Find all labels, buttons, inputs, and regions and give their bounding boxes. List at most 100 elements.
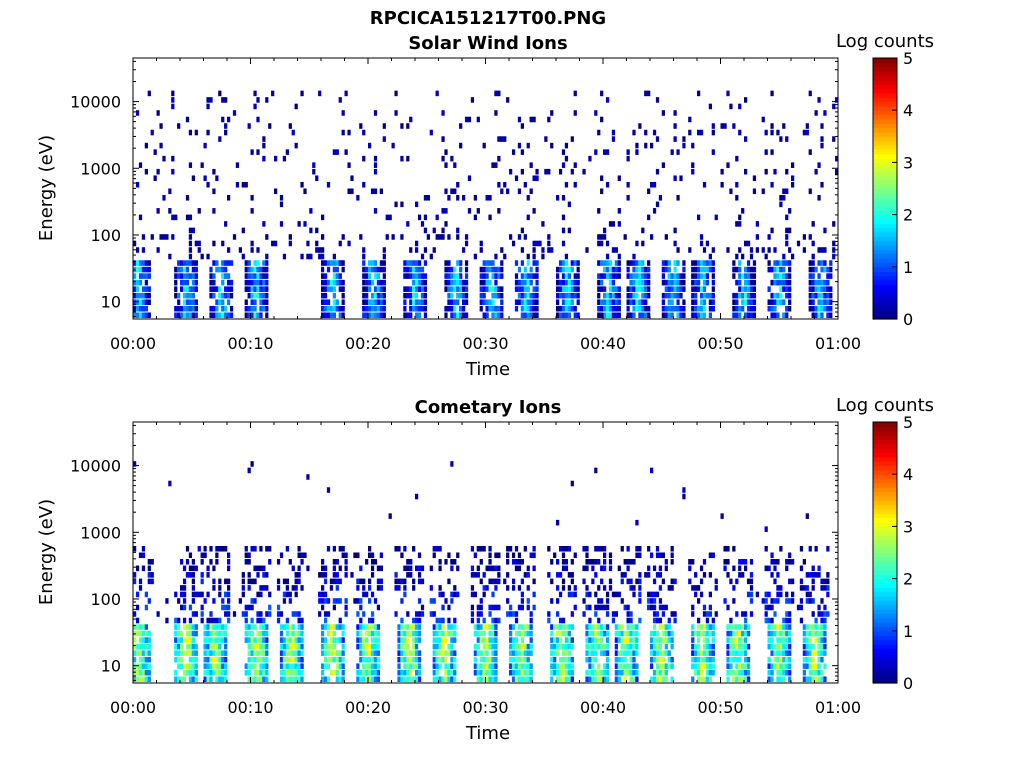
spectrogram-cell — [291, 624, 295, 630]
axis-ticks: 00:00 00:10 00:20 00:30 00:40 00:50 01:0010100… — [70, 58, 861, 353]
spectrogram-cell — [238, 247, 242, 253]
spectrogram-cell — [556, 312, 560, 319]
spectrogram-cell — [694, 650, 698, 656]
spectrogram-cell — [603, 663, 607, 669]
spectrogram-cell — [165, 598, 169, 604]
spectrogram-cell — [652, 598, 657, 604]
spectrogram-cell — [429, 611, 433, 617]
spectrogram-cell — [147, 260, 151, 266]
spectrogram-cell — [605, 611, 610, 617]
spectrogram-cell — [365, 643, 369, 650]
spectrogram-cell — [171, 97, 175, 103]
spectrogram-cell — [746, 624, 751, 630]
spectrogram-cell — [485, 669, 489, 676]
spectrogram-cell — [256, 617, 260, 624]
spectrogram-cell — [591, 630, 595, 637]
spectrogram-cell — [600, 598, 604, 604]
spectrogram-cell — [212, 643, 216, 650]
spectrogram-cell — [215, 650, 219, 656]
spectrogram-cell — [808, 234, 812, 240]
spectrogram-cell — [820, 181, 824, 188]
spectrogram-cell — [503, 578, 507, 585]
spectrogram-cell — [600, 650, 604, 656]
spectrogram-cell — [744, 643, 748, 650]
spectrogram-cell — [182, 598, 187, 604]
colorbar-segment — [873, 469, 897, 475]
spectrogram-cell — [708, 253, 712, 260]
spectrogram-cell — [370, 669, 375, 676]
spectrogram-cell — [212, 260, 216, 266]
spectrogram-cell — [782, 123, 786, 129]
colorbar-segment — [873, 587, 897, 593]
spectrogram-cell — [359, 617, 363, 624]
spectrogram-cell — [321, 643, 325, 650]
spectrogram-cell — [708, 604, 712, 611]
spectrogram-cell — [473, 656, 477, 663]
spectrogram-cell — [185, 624, 190, 630]
y-tick-label: 10 — [101, 657, 121, 676]
spectrogram-cell — [312, 162, 316, 168]
spectrogram-cell — [802, 630, 806, 637]
spectrogram-cell — [441, 208, 445, 214]
spectrogram-cell — [491, 591, 495, 598]
spectrogram-cell — [497, 578, 501, 585]
spectrogram-cell — [444, 656, 448, 663]
spectrogram-cell — [403, 578, 407, 585]
spectrogram-cell — [417, 630, 422, 637]
spectrogram-cell — [770, 630, 774, 637]
spectrogram-cell — [323, 299, 328, 305]
spectrogram-cell — [479, 545, 483, 552]
spectrogram-cell — [482, 572, 486, 578]
spectrogram-cell — [738, 630, 742, 637]
spectrogram-cell — [650, 181, 654, 188]
spectrogram-cell — [702, 611, 707, 617]
spectrogram-cell — [244, 552, 248, 559]
spectrogram-cell — [802, 624, 806, 630]
spectrogram-cell — [641, 299, 645, 305]
spectrogram-cell — [697, 656, 701, 663]
spectrogram-cell — [368, 585, 372, 591]
spectrogram-cell — [608, 585, 613, 591]
spectrogram-cell — [603, 624, 607, 630]
spectrogram-cell — [144, 273, 148, 279]
spectrogram-cell — [253, 643, 257, 650]
spectrogram-cell — [708, 656, 712, 663]
spectrogram-cell — [820, 578, 824, 585]
spectrogram-cell — [182, 663, 187, 669]
spectrogram-cell — [535, 299, 539, 305]
axis-ticks: 00:00 00:10 00:20 00:30 00:40 00:50 01:0010100… — [70, 422, 861, 717]
spectrogram-cell — [702, 279, 707, 286]
spectrogram-cell — [788, 637, 792, 643]
spectrogram-cell — [773, 578, 777, 585]
spectrogram-cell — [764, 545, 768, 552]
spectrogram-cell — [450, 299, 454, 305]
spectrogram-cell — [497, 604, 501, 611]
spectrogram-cell — [147, 292, 151, 299]
spectrogram-cell — [744, 273, 748, 279]
spectrogram-cell — [746, 312, 751, 319]
spectrogram-cell — [635, 299, 639, 305]
spectrogram-cell — [144, 650, 148, 656]
spectrogram-cell — [415, 305, 419, 312]
spectrogram-cell — [741, 611, 745, 617]
spectrogram-cell — [561, 643, 566, 650]
spectrogram-cell — [244, 611, 248, 617]
spectrogram-cell — [441, 136, 445, 142]
spectrogram-cell — [335, 585, 339, 591]
spectrogram-cell — [188, 227, 193, 234]
colorbar-segment — [873, 648, 897, 654]
spectrogram-cell — [262, 260, 266, 266]
spectrogram-cell — [420, 266, 425, 273]
spectrogram-cell — [702, 299, 707, 305]
spectrogram-cell — [497, 90, 501, 97]
spectrogram-cell — [564, 155, 569, 162]
spectrogram-cell — [209, 545, 213, 552]
spectrogram-cell — [412, 260, 416, 266]
spectrogram-cell — [664, 305, 668, 312]
spectrogram-cell — [409, 260, 413, 266]
spectrogram-cell — [415, 493, 419, 500]
spectrogram-cell — [661, 663, 665, 669]
spectrogram-cell — [206, 103, 210, 110]
spectrogram-cell — [141, 234, 146, 240]
spectrogram-cell — [247, 273, 251, 279]
